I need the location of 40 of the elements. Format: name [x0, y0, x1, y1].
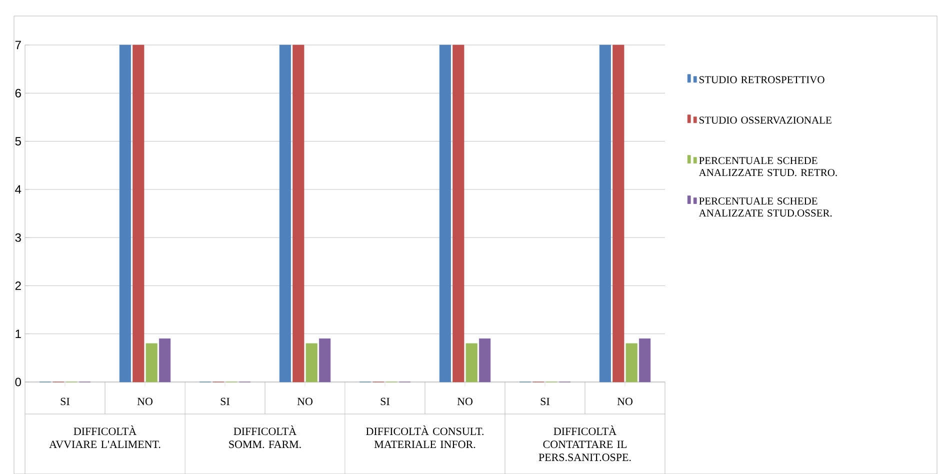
y-tick-label: 6 [15, 88, 21, 98]
legend-label: STUDIO OSSERVAZIONALE [699, 116, 832, 124]
bar [306, 343, 318, 382]
bar [626, 343, 638, 382]
bar [279, 44, 292, 382]
legend-label: PERCENTUALE SCHEDE ANALIZZATE STUD. RETRO. [698, 156, 837, 176]
bar [159, 338, 171, 382]
text: DIFFICOLTÀ AVVIARE L'ALIMENT. [49, 425, 160, 448]
bar [119, 44, 132, 382]
text: DIFFICOLTÀ CONSULT. MATERIALE INFOR. [366, 425, 484, 448]
text: DIFFICOLTÀ SOMM. FARM. [229, 425, 301, 448]
bar [599, 44, 611, 382]
x-tick-label: SI [60, 398, 70, 406]
bar [319, 338, 331, 382]
bar [612, 44, 624, 382]
legend-label: PERCENTUALE SCHEDE ANALIZZATE STUD.OSSER. [698, 197, 832, 217]
legend-label: STUDIO RETROSPETTIVO [699, 76, 824, 84]
bar [466, 343, 478, 382]
y-tick-label: 2 [15, 281, 21, 290]
y-tick-label: 1 [16, 330, 21, 338]
y-tick-label: 0 [15, 378, 22, 386]
y-tick-label: 3 [15, 233, 21, 242]
text: DIFFICOLTÀ CONTATTARE IL PERS.SANIT.OSPE. [538, 425, 631, 462]
x-tick-label: NO [297, 398, 312, 406]
x-tick-label: NO [137, 398, 152, 406]
x-tick-label: NO [617, 398, 632, 406]
bar [479, 338, 491, 382]
bar [146, 343, 158, 382]
x-tick-label: SI [220, 398, 230, 406]
y-tick-label: 4 [15, 185, 22, 194]
x-tick-label: NO [457, 398, 472, 406]
y-tick-label: 5 [15, 137, 21, 146]
y-tick-label: 7 [15, 40, 21, 50]
bar [452, 44, 464, 382]
bar [132, 44, 144, 382]
bar [292, 44, 304, 382]
x-tick-label: SI [540, 398, 550, 406]
bar [439, 44, 451, 382]
bar [638, 338, 651, 382]
x-tick-label: SI [380, 398, 390, 406]
